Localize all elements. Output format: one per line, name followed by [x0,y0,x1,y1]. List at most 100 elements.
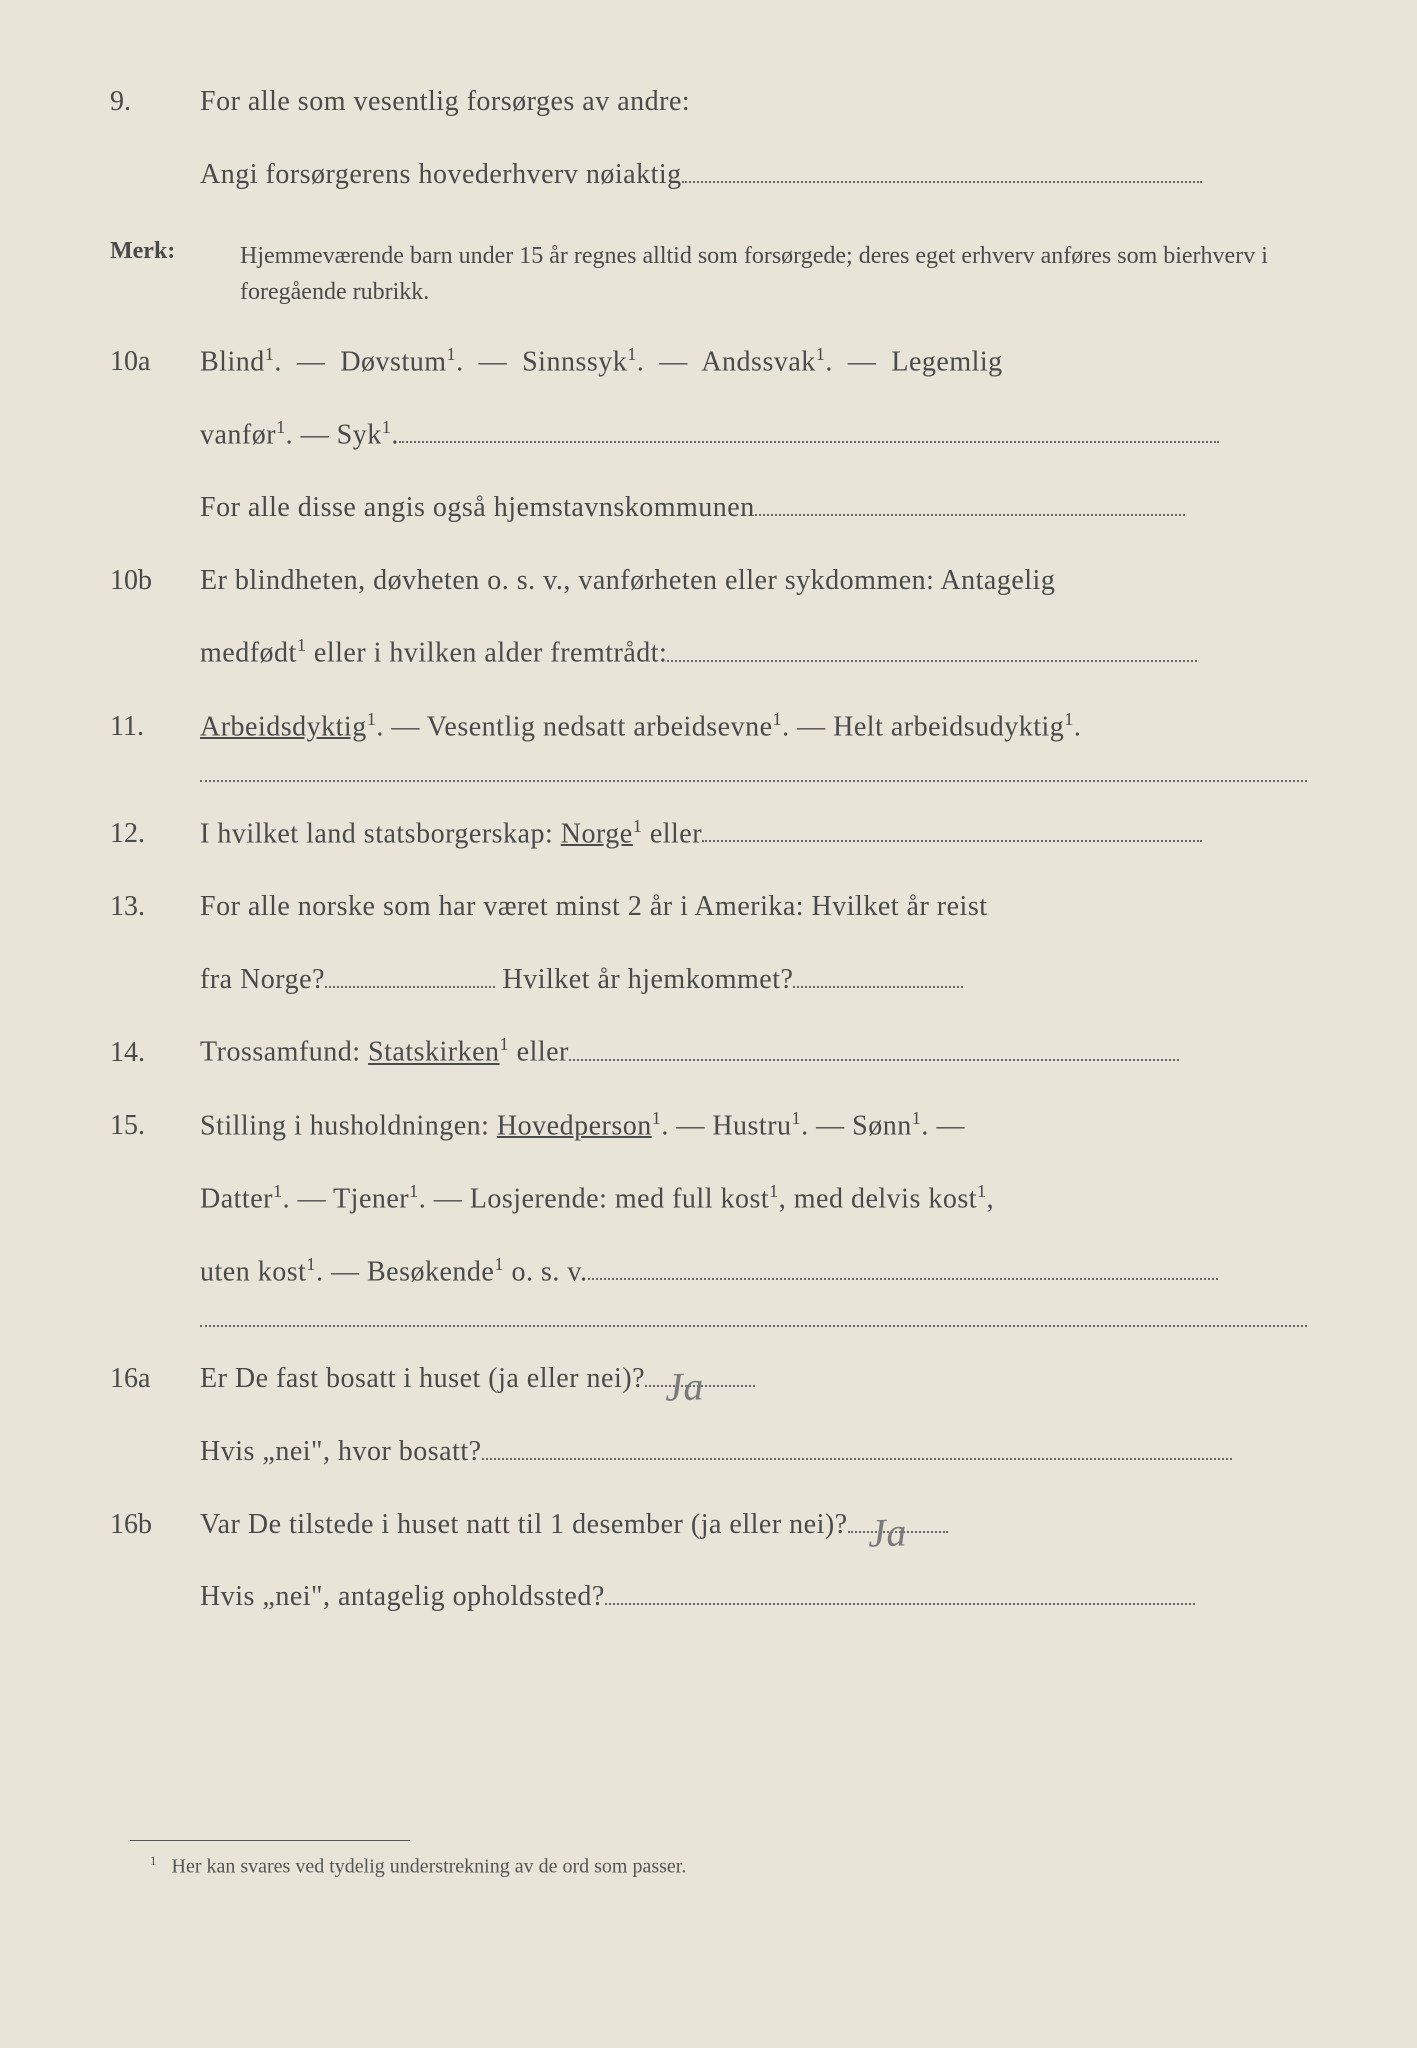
q11-end: . — Helt arbeidsudyktig [782,711,1064,742]
q13-number: 13. [110,885,200,930]
q13-fill1 [325,986,495,988]
sup: 1 [409,1181,419,1201]
q15-after-sonn: . — [921,1110,965,1141]
q16b-content: Var De tilstede i huset natt til 1 desem… [200,1503,1307,1548]
q16b-number: 16b [110,1503,200,1548]
question-13: 13. For alle norske som har været minst … [110,885,1307,930]
question-14: 14. Trossamfund: Statskirken1 eller [110,1030,1307,1075]
sup: 1 [769,1181,779,1201]
form-page: 9. For alle som vesentlig forsørges av a… [0,0,1417,2048]
sup: 1 [792,1108,802,1128]
q15-line3a: uten kost [200,1256,306,1287]
q16a-fill2 [482,1458,1232,1460]
q10a-andssvak: Andssvak [701,346,815,377]
q15-line2d: , med delvis kost [779,1183,977,1214]
sup: 1 [306,1254,316,1274]
q13-line1: For alle norske som har været minst 2 år… [200,885,1307,930]
q10a-legemlig: Legemlig [891,346,1002,377]
q16b-line2-wrap: Hvis „nei", antagelig opholdssted? [200,1575,1307,1620]
q15-line3c: o. s. v. [504,1256,588,1287]
q16b-fill2 [605,1603,1195,1605]
q10a-blind: Blind [200,346,265,377]
q10b-number: 10b [110,559,200,604]
q10a-fill2 [755,514,1185,516]
q15-content: Stilling i husholdningen: Hovedperson1. … [200,1104,1307,1149]
sup: 1 [500,1034,510,1054]
merk-note: Merk: Hjemmeværende barn under 15 år reg… [110,238,1307,310]
divider-after-11 [200,780,1307,782]
sup: 1 [773,709,783,729]
q16a-line2: Hvis „nei", hvor bosatt? [200,1436,482,1467]
sup: 1 [912,1108,922,1128]
q10a-fill [399,441,1219,443]
q11-mid: . — Vesentlig nedsatt arbeidsevne [376,711,772,742]
q14-content: Trossamfund: Statskirken1 eller [200,1030,1307,1075]
q13-line2b: Hvilket år hjemkommet? [502,964,793,995]
sup: 1 [297,635,307,655]
q12-content: I hvilket land statsborgerskap: Norge1 e… [200,812,1307,857]
footnote: 1 Her kan svares ved tydelig understrekn… [150,1853,1307,1879]
sup: 1 [382,417,392,437]
q11-content: Arbeidsdyktig1. — Vesentlig nedsatt arbe… [200,705,1307,750]
sup: 1 [977,1181,987,1201]
q10b-rest: eller i hvilken alder fremtrådt: [314,638,667,669]
q10b-medfodt: medfødt [200,638,297,669]
sup: 1 [447,344,457,364]
q9-line1: For alle som vesentlig forsørges av andr… [200,80,1307,125]
sup: 1 [652,1108,662,1128]
q16a-answer: Ja [664,1354,705,1419]
q10b-line1: Er blindheten, døvheten o. s. v., vanfør… [200,559,1307,604]
q15-line2e: , [987,1183,995,1214]
q16b-answer: Ja [867,1500,908,1565]
sup: 1 [265,344,275,364]
q10a-line3: For alle disse angis også hjemstavnskomm… [200,492,755,523]
q16a-line2-wrap: Hvis „nei", hvor bosatt? [200,1430,1307,1475]
q10a-line2: vanfør1. — Syk1. [200,413,1307,458]
q9-fill-line [682,181,1202,183]
q10a-number: 10a [110,340,200,385]
q10b-line2: medfødt1 eller i hvilken alder fremtrådt… [200,631,1307,676]
sup: 1 [633,816,643,836]
q15-after-hustru: . — Sønn [801,1110,912,1141]
question-12: 12. I hvilket land statsborgerskap: Norg… [110,812,1307,857]
q14-fill [569,1059,1179,1061]
footnote-num: 1 [150,1853,157,1868]
q13-line2a: fra Norge? [200,964,325,995]
q9-line2: Angi forsørgerens hovederhverv nøiaktig [200,153,1307,198]
q15-number: 15. [110,1104,200,1149]
q11-arbeidsdyktig: Arbeidsdyktig [200,711,367,742]
q10a-line3-wrap: For alle disse angis også hjemstavnskomm… [200,486,1307,531]
question-16b: 16b Var De tilstede i huset natt til 1 d… [110,1503,1307,1548]
q15-datter: Datter [200,1183,273,1214]
q12-norge: Norge [561,818,633,849]
sup: 1 [627,344,637,364]
question-16a: 16a Er De fast bosatt i huset (ja eller … [110,1357,1307,1402]
sup: 1 [276,417,286,437]
q9-line2-text: Angi forsørgerens hovederhverv nøiaktig [200,159,682,190]
footnote-divider [130,1840,410,1841]
q15-fill [588,1278,1218,1280]
question-15: 15. Stilling i husholdningen: Hovedperso… [110,1104,1307,1149]
q16b-line1: Var De tilstede i huset natt til 1 desem… [200,1509,848,1540]
q10a-vanfor: vanfør [200,419,276,450]
q16a-line1: Er De fast bosatt i huset (ja eller nei)… [200,1363,645,1394]
q15-hovedperson: Hovedperson [497,1110,652,1141]
q11-number: 11. [110,705,200,750]
merk-label: Merk: [110,238,240,265]
question-11: 11. Arbeidsdyktig1. — Vesentlig nedsatt … [110,705,1307,750]
q16b-line2: Hvis „nei", antagelig opholdssted? [200,1581,605,1612]
q14-number: 14. [110,1031,200,1076]
q9-number: 9. [110,80,200,125]
question-10a: 10a Blind1. — Døvstum1. — Sinnssyk1. — A… [110,340,1307,385]
q10a-content: Blind1. — Døvstum1. — Sinnssyk1. — Andss… [200,340,1307,385]
q10a-sinnssyk: Sinnssyk [522,346,627,377]
q12-number: 12. [110,812,200,857]
q10a-dovstum: Døvstum [340,346,446,377]
sup: 1 [1064,709,1074,729]
footnote-text: Her kan svares ved tydelig understreknin… [172,1856,687,1878]
q15-line2: Datter1. — Tjener1. — Losjerende: med fu… [200,1177,1307,1222]
q13-fill2 [793,986,963,988]
q15-line2c: . — Losjerende: med full kost [419,1183,769,1214]
question-9: 9. For alle som vesentlig forsørges av a… [110,80,1307,125]
q10a-syk: Syk [337,419,382,450]
